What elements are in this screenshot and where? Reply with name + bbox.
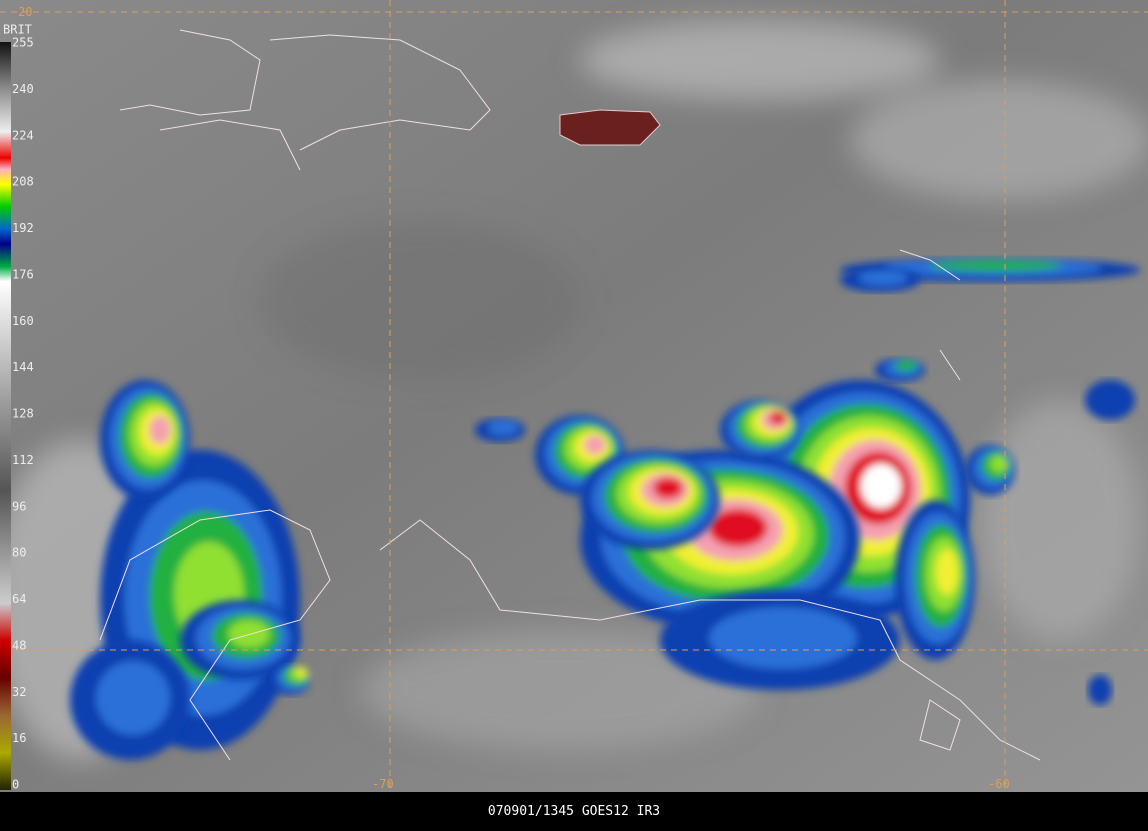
colorbar-label: 80 [12, 546, 26, 560]
colorbar-title: BRIT [3, 23, 32, 37]
storm-cell [720, 400, 800, 460]
grid-label: -60 [988, 777, 1010, 791]
colorbar-label: 112 [12, 453, 34, 467]
storm-band [487, 420, 519, 436]
storm-band [228, 620, 270, 648]
colorbar-scale [0, 42, 11, 790]
cloud-haze [0, 20, 1148, 760]
colorbar-label: 48 [12, 638, 26, 652]
grid-label: -70 [372, 777, 394, 791]
storm-band [894, 360, 918, 372]
lat-lon-grid: 20 -70 -60 [0, 0, 1148, 791]
puerto-rico [559, 109, 661, 146]
storm-band [935, 549, 959, 595]
colorbar-label: 255 [12, 36, 34, 50]
storm-band [929, 260, 1063, 272]
storm-cell [70, 640, 190, 760]
storm-cell [180, 600, 300, 680]
storm-band [149, 415, 171, 445]
colorbar-label: 240 [12, 82, 34, 96]
storm-cell [965, 445, 1015, 495]
storm-cell [270, 665, 310, 695]
colorbar-label: 160 [12, 314, 34, 328]
storm-cell [840, 268, 920, 292]
storm-band [860, 463, 902, 509]
colorbar-label: 96 [12, 499, 26, 513]
storm-cell [1088, 675, 1112, 705]
colorbar-label: 32 [12, 685, 26, 699]
storm-cell [580, 450, 720, 550]
colorbar: BRIT 25524022420819217616014412811296806… [0, 23, 34, 792]
colorbar-label: 224 [12, 128, 34, 142]
coastlines [99, 29, 1041, 761]
colorbar-label: 208 [12, 175, 34, 189]
storm-cell [100, 380, 190, 500]
storm-band [1085, 380, 1135, 420]
storm-band [584, 435, 606, 455]
storm-cell [660, 590, 900, 690]
storm-band [296, 667, 308, 677]
storm-cell [875, 358, 925, 382]
storm-band [96, 661, 170, 735]
storm-band [990, 455, 1008, 473]
storm-band [653, 477, 683, 499]
colorbar-label: 16 [12, 731, 26, 745]
colorbar-label: 0 [12, 778, 19, 792]
colorbar-label: 128 [12, 407, 34, 421]
storm-band [769, 411, 787, 425]
storm-cell [1085, 380, 1135, 420]
footer-bar [0, 792, 1148, 831]
storm-band [858, 270, 908, 286]
colorbar-label: 176 [12, 267, 34, 281]
colorbar-label: 192 [12, 221, 34, 235]
storm-band [1088, 675, 1112, 705]
colorbar-label: 64 [12, 592, 26, 606]
convective-clouds [70, 258, 1140, 760]
grid-label: 20 [18, 5, 32, 19]
storm-cell [475, 418, 525, 442]
storm-band [709, 607, 857, 669]
storm-band [708, 509, 768, 547]
storm-cell [895, 500, 975, 660]
caption: 070901/1345 GOES12 IR3 [488, 804, 660, 819]
colorbar-label: 144 [12, 360, 34, 374]
